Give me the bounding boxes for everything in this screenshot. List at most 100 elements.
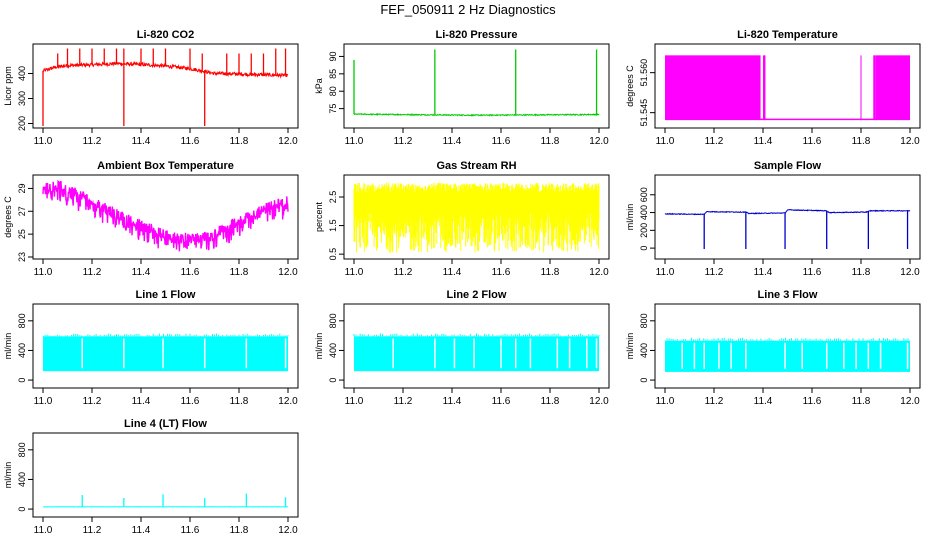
y-tick-label: 29 bbox=[17, 183, 27, 193]
x-tick-label: 12.0 bbox=[278, 396, 298, 407]
y-axis-label: ml/min bbox=[3, 462, 13, 489]
x-tick-label: 11.2 bbox=[705, 396, 724, 407]
x-tick-label: 11.6 bbox=[803, 267, 822, 278]
x-tick-label: 11.8 bbox=[230, 136, 249, 147]
x-tick-label: 11.2 bbox=[394, 267, 413, 278]
plot-frame bbox=[32, 174, 299, 260]
y-axis-label: degrees C bbox=[625, 65, 635, 107]
flow-band bbox=[665, 340, 910, 372]
plot-area bbox=[353, 333, 600, 372]
y-axis-label: Licor ppm bbox=[3, 66, 13, 106]
flow-band bbox=[354, 336, 599, 372]
x-tick-label: 11.0 bbox=[345, 136, 364, 147]
y-axis-label: kPa bbox=[314, 78, 324, 94]
y-tick-label: 25 bbox=[17, 229, 27, 239]
x-tick-label: 11.0 bbox=[345, 396, 364, 407]
panel-9: Line 3 Flow 11.0 11.2 11.4 11.6 11.8 12.0 0 400 8… bbox=[625, 289, 921, 407]
y-tick-label: 800 bbox=[328, 313, 338, 328]
fill-block bbox=[665, 55, 761, 120]
x-tick-label: 11.2 bbox=[83, 525, 102, 536]
panel-title: Li-820 Pressure bbox=[436, 29, 518, 41]
y-tick-label: 0 bbox=[17, 378, 27, 383]
panel-4: Ambient Box Temperature 11.0 11.2 11.4 11.6 1… bbox=[3, 160, 299, 278]
x-tick-label: 11.4 bbox=[754, 396, 773, 407]
y-tick-label: 400 bbox=[17, 472, 27, 487]
x-tick-label: 11.8 bbox=[852, 267, 871, 278]
figure-title: FEF_050911 2 Hz Diagnostics bbox=[380, 2, 556, 17]
x-tick-label: 11.4 bbox=[132, 136, 151, 147]
x-tick-label: 11.2 bbox=[83, 396, 102, 407]
panel-title: Sample Flow bbox=[754, 160, 822, 172]
y-tick-label: 0 bbox=[17, 507, 27, 512]
x-tick-label: 11.0 bbox=[656, 396, 675, 407]
panel-title: Li-820 Temperature bbox=[737, 29, 838, 41]
x-tick-label: 11.6 bbox=[181, 267, 200, 278]
x-tick-label: 11.2 bbox=[394, 396, 413, 407]
x-tick-label: 11.6 bbox=[181, 525, 200, 536]
y-tick-label: 600 bbox=[639, 187, 649, 202]
x-tick-label: 11.6 bbox=[492, 267, 511, 278]
x-tick-label: 11.6 bbox=[803, 136, 822, 147]
x-tick-label: 12.0 bbox=[589, 396, 609, 407]
y-tick-label: 400 bbox=[639, 205, 649, 220]
x-tick-label: 11.4 bbox=[132, 525, 151, 536]
x-tick-label: 12.0 bbox=[278, 136, 298, 147]
fill-block bbox=[763, 55, 766, 120]
plot-frame bbox=[343, 174, 610, 260]
x-tick-label: 11.6 bbox=[181, 136, 200, 147]
plot-area bbox=[353, 182, 600, 253]
flow-band bbox=[43, 336, 288, 372]
y-tick-label: 80 bbox=[328, 86, 338, 96]
x-tick-label: 11.2 bbox=[705, 267, 724, 278]
x-tick-label: 11.2 bbox=[394, 136, 413, 147]
x-tick-label: 12.0 bbox=[589, 267, 609, 278]
y-tick-label: 0.5 bbox=[328, 248, 338, 261]
y-axis-label: ml/min bbox=[625, 333, 635, 360]
y-tick-label: 0 bbox=[328, 378, 338, 383]
x-tick-label: 11.2 bbox=[83, 136, 102, 147]
x-tick-label: 12.0 bbox=[589, 136, 609, 147]
panel-3: Li-820 Temperature 11.0 11.2 11.4 11.6 11.8 12… bbox=[625, 29, 921, 147]
x-tick-label: 11.0 bbox=[656, 136, 675, 147]
fill-block bbox=[873, 55, 876, 120]
x-tick-label: 11.8 bbox=[541, 136, 560, 147]
x-tick-label: 11.0 bbox=[345, 267, 364, 278]
x-tick-label: 11.6 bbox=[803, 396, 822, 407]
x-tick-label: 11.6 bbox=[181, 396, 200, 407]
plot-frame bbox=[654, 43, 921, 129]
y-tick-label: 0 bbox=[639, 246, 649, 251]
y-tick-label: 51.560 bbox=[639, 59, 649, 87]
x-tick-label: 11.8 bbox=[852, 396, 871, 407]
y-tick-label: 800 bbox=[17, 313, 27, 328]
y-tick-label: 51.545 bbox=[639, 99, 649, 127]
y-tick-label: 23 bbox=[17, 252, 27, 262]
x-tick-label: 11.6 bbox=[492, 136, 511, 147]
x-tick-label: 11.8 bbox=[541, 396, 560, 407]
y-axis-label: degrees C bbox=[3, 196, 13, 238]
y-tick-label: 90 bbox=[328, 51, 338, 61]
panel-title: Line 1 Flow bbox=[136, 289, 196, 301]
y-tick-label: 27 bbox=[17, 206, 27, 216]
panel-title: Line 3 Flow bbox=[758, 289, 818, 301]
series-line bbox=[353, 112, 600, 117]
x-tick-label: 11.2 bbox=[705, 136, 724, 147]
y-tick-label: 400 bbox=[639, 343, 649, 358]
x-tick-label: 11.8 bbox=[230, 396, 249, 407]
y-tick-label: 400 bbox=[17, 343, 27, 358]
plot-frame bbox=[343, 303, 610, 389]
series-line bbox=[664, 209, 911, 216]
plot-frame bbox=[654, 303, 921, 389]
y-tick-label: 800 bbox=[639, 313, 649, 328]
x-tick-label: 11.4 bbox=[132, 267, 151, 278]
y-tick-label: 1.5 bbox=[328, 219, 338, 232]
y-tick-label: 800 bbox=[17, 442, 27, 457]
plot-area bbox=[42, 179, 289, 252]
x-tick-label: 11.0 bbox=[34, 525, 53, 536]
y-tick-label: 400 bbox=[17, 66, 27, 81]
x-tick-label: 11.0 bbox=[34, 267, 53, 278]
y-tick-label: 2.5 bbox=[328, 191, 338, 204]
x-tick-label: 12.0 bbox=[278, 267, 298, 278]
panel-1: Li-820 CO2 11.0 11.2 11.4 11.6 11.8 12.0 200 300… bbox=[3, 29, 299, 147]
x-tick-label: 11.0 bbox=[656, 267, 675, 278]
